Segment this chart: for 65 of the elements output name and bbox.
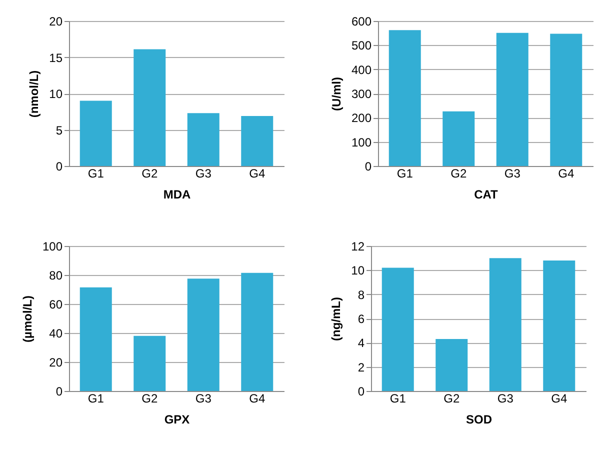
bar [187, 278, 220, 391]
y-tick-label: 100 [351, 135, 372, 150]
bar [550, 34, 582, 166]
y-tick-label: 5 [56, 123, 63, 138]
x-tick-label: G4 [558, 166, 574, 180]
x-tick-label: G2 [142, 392, 158, 406]
bar [80, 287, 112, 391]
x-axis-title: SOD [466, 412, 492, 426]
y-tick-label: 0 [364, 160, 372, 174]
bar [382, 268, 414, 391]
bar [436, 339, 468, 391]
y-tick-label: 600 [351, 14, 372, 28]
y-tick-label: 20 [49, 14, 63, 28]
y-tick-label: 200 [351, 111, 372, 126]
y-tick-label: 4 [358, 336, 365, 350]
bar [388, 30, 421, 166]
bar [241, 116, 274, 166]
y-tick-label: 8 [358, 288, 365, 302]
x-tick-label: G4 [249, 392, 266, 406]
x-tick-label: G3 [195, 392, 212, 406]
y-tick-label: 10 [351, 264, 365, 278]
bar [187, 113, 220, 166]
x-tick-label: G4 [551, 392, 568, 406]
y-axis-title: (nmol/L) [27, 70, 42, 118]
bar [134, 49, 166, 166]
y-tick-label: 2 [358, 360, 365, 374]
y-tick-label: 0 [56, 160, 63, 174]
x-tick-label: G1 [390, 392, 406, 406]
y-tick-label: 10 [49, 87, 63, 101]
bar [134, 336, 166, 391]
x-axis-title: CAT [474, 188, 499, 202]
y-tick-label: 400 [351, 62, 372, 77]
y-tick-label: 80 [49, 268, 63, 282]
y-axis-title: (ng/mL) [329, 297, 344, 341]
y-tick-label: 6 [358, 312, 365, 326]
bar [241, 272, 274, 391]
y-axis-title: (µmol/L) [20, 296, 34, 342]
x-tick-label: G3 [195, 166, 212, 180]
x-axis-title: MDA [163, 188, 191, 202]
bar [489, 258, 522, 391]
y-tick-label: 500 [351, 38, 372, 53]
bar [80, 100, 112, 166]
x-tick-label: G3 [497, 392, 514, 406]
x-tick-label: G3 [504, 166, 521, 180]
bar [442, 111, 475, 166]
bar [496, 32, 528, 166]
x-tick-label: G1 [88, 166, 104, 180]
x-tick-label: G1 [396, 166, 414, 180]
x-axis-title: GPX [164, 412, 190, 426]
y-tick-label: 0 [56, 384, 63, 398]
y-tick-label: 60 [49, 298, 63, 312]
x-tick-label: G2 [444, 392, 460, 406]
x-tick-label: G2 [142, 166, 158, 180]
y-tick-label: 12 [351, 240, 365, 254]
x-tick-label: G2 [450, 166, 467, 180]
bar [543, 260, 576, 391]
x-tick-label: G1 [88, 392, 104, 406]
y-tick-label: 0 [358, 384, 365, 398]
x-tick-label: G4 [249, 166, 266, 180]
y-tick-label: 100 [42, 240, 63, 254]
y-axis-title: (U/ml) [329, 77, 344, 111]
y-tick-label: 300 [351, 87, 372, 101]
y-tick-label: 40 [49, 326, 63, 340]
y-tick-label: 15 [49, 50, 63, 65]
y-tick-label: 20 [49, 356, 63, 370]
